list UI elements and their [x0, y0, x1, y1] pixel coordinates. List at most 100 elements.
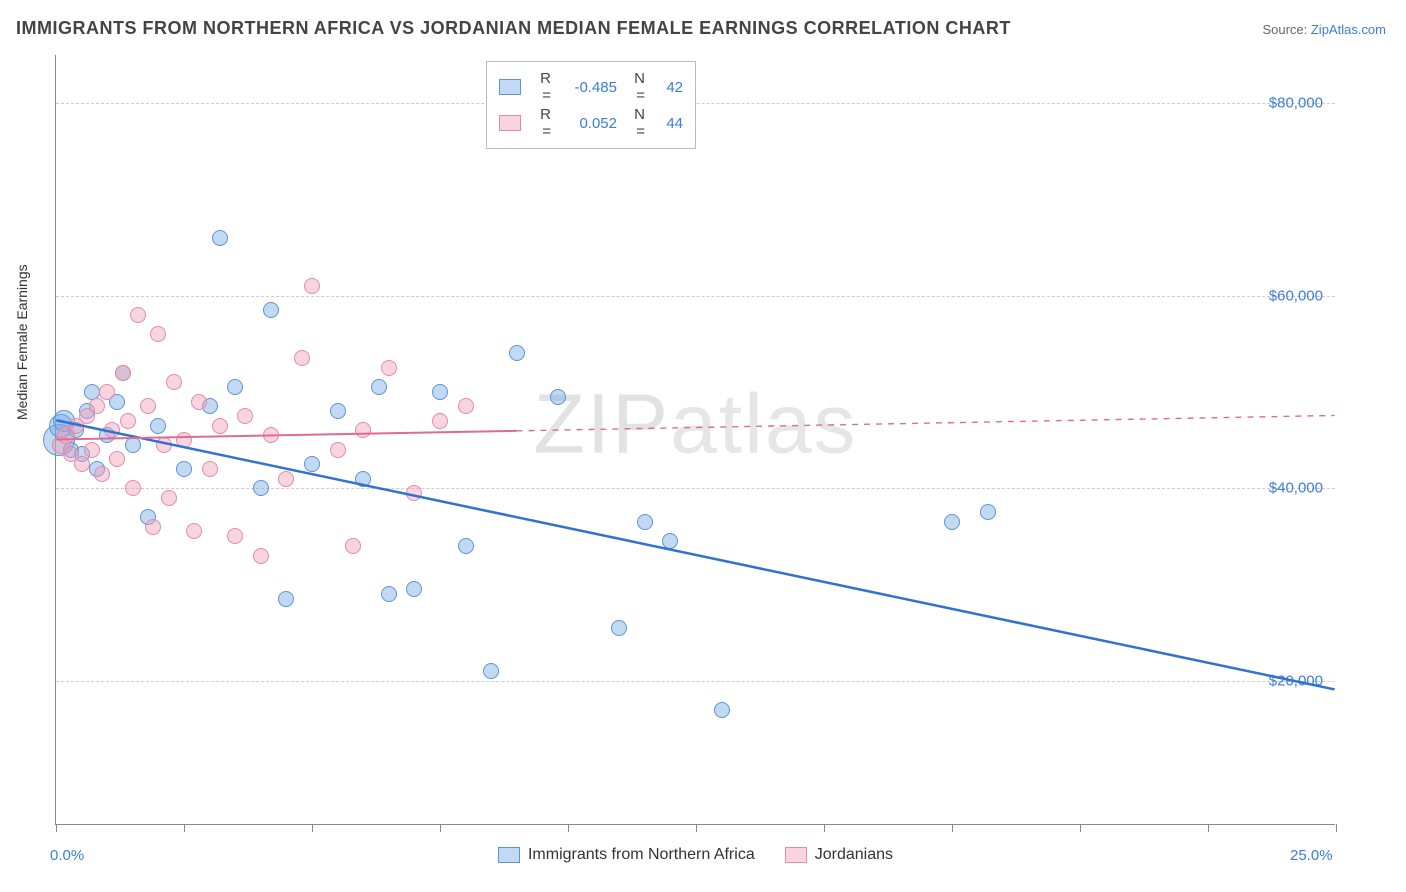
y-axis-label: Median Female Earnings — [14, 264, 30, 420]
x-tick — [824, 824, 825, 832]
watermark: ZIPatlas — [533, 376, 857, 473]
y-tick-label: $20,000 — [1269, 672, 1323, 689]
scatter-point-series-b — [186, 523, 202, 539]
legend-series-name: Jordanians — [815, 846, 893, 864]
legend-r-label: R = — [531, 106, 551, 140]
scatter-point-series-a — [381, 586, 397, 602]
scatter-point-series-b — [166, 374, 182, 390]
scatter-point-series-b — [120, 413, 136, 429]
bottom-legend: Immigrants from Northern Africa Jordanian… — [56, 846, 1335, 864]
x-tick-label: 0.0% — [50, 847, 84, 864]
scatter-point-series-a — [371, 379, 387, 395]
scatter-point-series-b — [115, 365, 131, 381]
x-tick — [312, 824, 313, 832]
scatter-point-series-b — [278, 471, 294, 487]
scatter-point-series-b — [130, 307, 146, 323]
legend-n-label: N = — [627, 70, 645, 104]
scatter-point-series-a — [611, 620, 627, 636]
scatter-point-series-a — [714, 702, 730, 718]
scatter-point-series-b — [176, 432, 192, 448]
legend-n-value: 42 — [655, 79, 683, 96]
scatter-point-series-a — [263, 302, 279, 318]
scatter-point-series-a — [483, 663, 499, 679]
scatter-point-series-b — [202, 461, 218, 477]
scatter-point-series-b — [458, 398, 474, 414]
y-tick-label: $80,000 — [1269, 95, 1323, 112]
scatter-point-series-b — [212, 418, 228, 434]
stats-legend: R = -0.485 N = 42 R =0.052N =44 — [486, 61, 696, 149]
x-tick — [696, 824, 697, 832]
scatter-point-series-b — [263, 427, 279, 443]
scatter-point-series-b — [109, 451, 125, 467]
scatter-point-series-b — [104, 422, 120, 438]
scatter-point-series-a — [253, 480, 269, 496]
scatter-point-series-b — [150, 326, 166, 342]
chart-title: IMMIGRANTS FROM NORTHERN AFRICA VS JORDA… — [16, 18, 1011, 39]
stats-legend-row: R =0.052N =44 — [499, 106, 683, 140]
scatter-point-series-b — [99, 384, 115, 400]
scatter-point-series-b — [125, 480, 141, 496]
source-value: ZipAtlas.com — [1311, 22, 1386, 37]
scatter-point-series-a — [355, 471, 371, 487]
scatter-point-series-b — [84, 442, 100, 458]
scatter-point-series-a — [330, 403, 346, 419]
scatter-point-series-a — [150, 418, 166, 434]
scatter-point-series-a — [406, 581, 422, 597]
x-tick — [568, 824, 569, 832]
scatter-point-series-b — [140, 398, 156, 414]
gridline — [56, 488, 1335, 489]
scatter-point-series-b — [330, 442, 346, 458]
scatter-point-series-b — [355, 422, 371, 438]
scatter-point-series-b — [74, 456, 90, 472]
scatter-point-series-b — [406, 485, 422, 501]
legend-n-value: 44 — [655, 115, 683, 132]
y-tick-label: $40,000 — [1269, 480, 1323, 497]
x-tick-label: 25.0% — [1290, 847, 1333, 864]
scatter-point-series-a — [227, 379, 243, 395]
legend-swatch — [785, 847, 807, 863]
legend-r-value: -0.485 — [561, 79, 617, 96]
scatter-point-series-b — [381, 360, 397, 376]
legend-swatch — [499, 115, 521, 131]
scatter-point-series-b — [432, 413, 448, 429]
bottom-legend-item: Jordanians — [785, 846, 893, 864]
scatter-point-series-a — [432, 384, 448, 400]
source-credit: Source: ZipAtlas.com — [1262, 22, 1386, 37]
scatter-point-series-a — [176, 461, 192, 477]
gridline — [56, 681, 1335, 682]
scatter-point-series-a — [278, 591, 294, 607]
scatter-point-series-b — [237, 408, 253, 424]
scatter-point-series-a — [550, 389, 566, 405]
x-tick — [184, 824, 185, 832]
scatter-point-series-b — [145, 519, 161, 535]
plot-area: ZIPatlas R =-0.485N =42R =0.052N =44 Imm… — [55, 55, 1335, 825]
x-tick — [56, 824, 57, 832]
scatter-point-series-b — [253, 548, 269, 564]
bottom-legend-item: Immigrants from Northern Africa — [498, 846, 755, 864]
x-tick — [952, 824, 953, 832]
scatter-point-series-a — [509, 345, 525, 361]
legend-series-name: Immigrants from Northern Africa — [528, 846, 755, 864]
x-tick — [1336, 824, 1337, 832]
scatter-point-series-b — [345, 538, 361, 554]
scatter-point-series-a — [980, 504, 996, 520]
legend-swatch — [499, 79, 521, 95]
x-tick — [440, 824, 441, 832]
stats-legend-row: R = -0.485 N = 42 — [499, 70, 683, 104]
scatter-point-series-a — [944, 514, 960, 530]
x-tick — [1080, 824, 1081, 832]
y-tick-label: $60,000 — [1269, 287, 1323, 304]
scatter-point-series-b — [294, 350, 310, 366]
scatter-point-series-b — [94, 466, 110, 482]
scatter-point-series-a — [125, 437, 141, 453]
scatter-point-series-b — [156, 437, 172, 453]
scatter-point-series-a — [304, 456, 320, 472]
scatter-point-series-b — [161, 490, 177, 506]
trend-lines — [56, 55, 1335, 824]
legend-r-label: R = — [531, 70, 551, 104]
source-label: Source: — [1262, 22, 1310, 37]
scatter-point-series-b — [227, 528, 243, 544]
x-tick — [1208, 824, 1209, 832]
scatter-point-series-b — [191, 394, 207, 410]
gridline — [56, 296, 1335, 297]
